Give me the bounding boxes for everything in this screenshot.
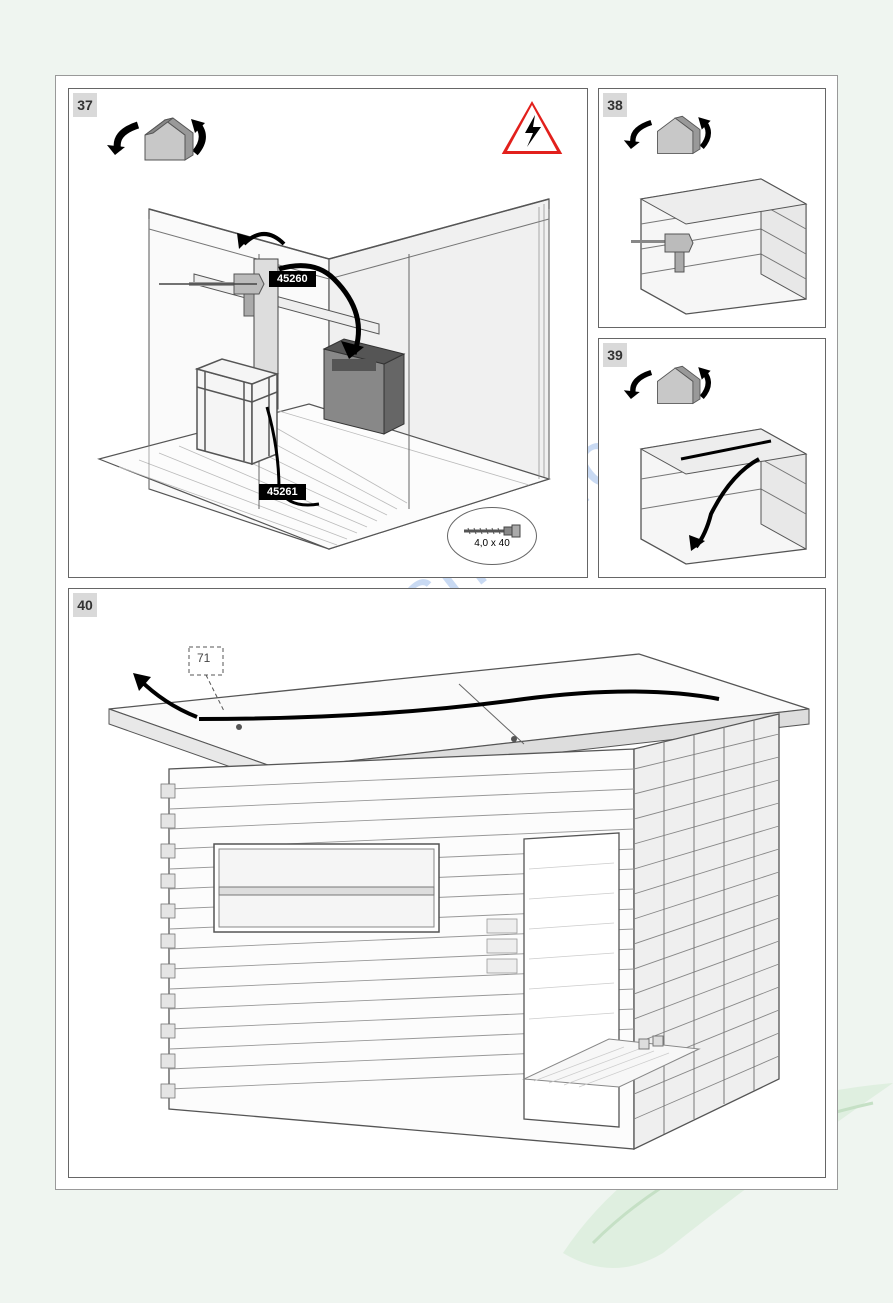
corner-drill-diagram [611, 169, 815, 319]
panel-step-40: 40 [68, 588, 826, 1178]
electrical-warning-icon [497, 97, 567, 159]
part-label-45261: 45261 [259, 484, 306, 500]
rotate-view-icon [619, 353, 719, 415]
panel-step-37: 37 [68, 88, 588, 578]
screw-icon [462, 524, 522, 538]
screw-spec-badge: 4,0 x 40 [447, 507, 537, 565]
cabin-exterior-diagram [79, 609, 817, 1169]
roof-part-callout: 71 [197, 651, 210, 665]
corner-cable-diagram [611, 419, 815, 569]
panel-step-38: 38 [598, 88, 826, 328]
part-label-45260: 45260 [269, 271, 316, 287]
screw-spec-text: 4,0 x 40 [474, 538, 510, 549]
step-number-badge: 37 [73, 93, 97, 117]
panel-step-39: 39 [598, 338, 826, 578]
manual-page: manualshive.com 37 [55, 75, 838, 1190]
rotate-view-icon [619, 103, 719, 165]
